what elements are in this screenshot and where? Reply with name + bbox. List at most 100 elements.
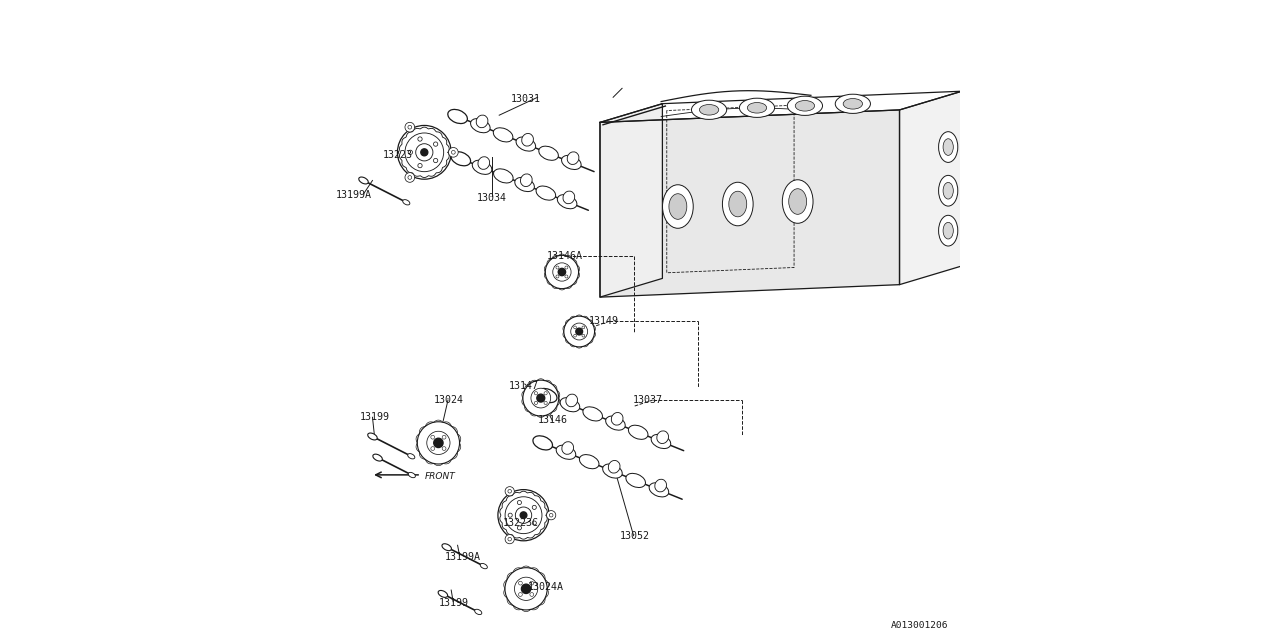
Polygon shape [600,92,963,122]
Circle shape [544,392,548,395]
Circle shape [442,447,445,451]
Circle shape [530,593,534,596]
Circle shape [532,506,536,509]
Text: 13146: 13146 [538,415,567,426]
Text: 13223C: 13223C [502,518,539,528]
Circle shape [564,275,568,278]
Circle shape [518,593,522,596]
Text: 13223: 13223 [383,150,412,160]
Circle shape [520,512,527,518]
Text: 13199A: 13199A [335,190,372,200]
Polygon shape [522,379,559,417]
Circle shape [556,266,559,269]
Polygon shape [399,127,449,177]
Ellipse shape [748,102,767,113]
Ellipse shape [566,394,577,407]
Ellipse shape [477,157,490,170]
Ellipse shape [451,152,471,166]
Ellipse shape [938,215,957,246]
Ellipse shape [567,152,579,164]
Polygon shape [600,104,663,297]
Text: 13149: 13149 [589,316,618,326]
Ellipse shape [561,397,580,412]
Circle shape [516,507,531,524]
Circle shape [582,334,585,337]
Circle shape [564,266,568,269]
Ellipse shape [472,160,492,174]
Ellipse shape [836,94,870,113]
Ellipse shape [494,169,513,183]
Text: A013001206: A013001206 [891,621,948,630]
Circle shape [530,581,534,585]
Circle shape [517,526,521,530]
Text: 13024: 13024 [434,395,463,405]
Polygon shape [499,492,547,539]
Text: 13146A: 13146A [548,251,584,261]
Text: 13199: 13199 [438,598,468,608]
Circle shape [544,401,548,404]
Ellipse shape [938,175,957,206]
Circle shape [536,394,545,402]
Ellipse shape [740,98,774,117]
Ellipse shape [448,109,467,124]
Circle shape [508,490,512,493]
Circle shape [506,534,515,544]
Circle shape [556,275,559,278]
Circle shape [426,431,451,454]
Circle shape [434,158,438,163]
Ellipse shape [372,454,383,461]
Circle shape [404,133,444,172]
Circle shape [408,125,412,129]
Ellipse shape [626,474,645,488]
Ellipse shape [612,413,623,425]
Circle shape [534,401,538,404]
Ellipse shape [657,431,668,444]
Ellipse shape [628,425,648,439]
Ellipse shape [663,185,694,228]
Ellipse shape [787,96,823,115]
Text: 13199A: 13199A [445,552,481,562]
Circle shape [442,435,445,439]
Circle shape [547,511,556,520]
Ellipse shape [557,195,577,209]
Ellipse shape [728,191,746,217]
Ellipse shape [669,194,687,220]
Text: 13052: 13052 [620,531,649,541]
Ellipse shape [521,174,532,186]
Circle shape [431,447,435,451]
Ellipse shape [562,442,573,454]
Ellipse shape [605,416,625,430]
Circle shape [404,122,415,132]
Text: 13031: 13031 [511,94,540,104]
Circle shape [404,173,415,182]
Circle shape [452,150,456,154]
Ellipse shape [538,388,557,403]
Ellipse shape [943,139,954,156]
Circle shape [515,577,538,600]
Ellipse shape [536,186,556,200]
Ellipse shape [699,104,719,115]
Ellipse shape [476,115,488,128]
Ellipse shape [562,156,581,170]
Circle shape [576,328,582,335]
Circle shape [421,149,428,156]
Circle shape [582,326,585,329]
Ellipse shape [516,137,535,151]
Ellipse shape [943,222,954,239]
Ellipse shape [480,563,488,569]
Text: 13037: 13037 [632,395,662,405]
Ellipse shape [782,180,813,223]
Polygon shape [544,254,580,290]
Ellipse shape [515,177,534,191]
Ellipse shape [608,460,620,473]
Circle shape [506,497,541,534]
Ellipse shape [557,445,576,460]
Ellipse shape [722,182,753,226]
Ellipse shape [358,177,369,184]
Ellipse shape [367,433,378,440]
Ellipse shape [844,99,863,109]
Circle shape [549,513,553,517]
Ellipse shape [563,191,575,204]
Ellipse shape [582,407,603,421]
Circle shape [506,486,515,496]
